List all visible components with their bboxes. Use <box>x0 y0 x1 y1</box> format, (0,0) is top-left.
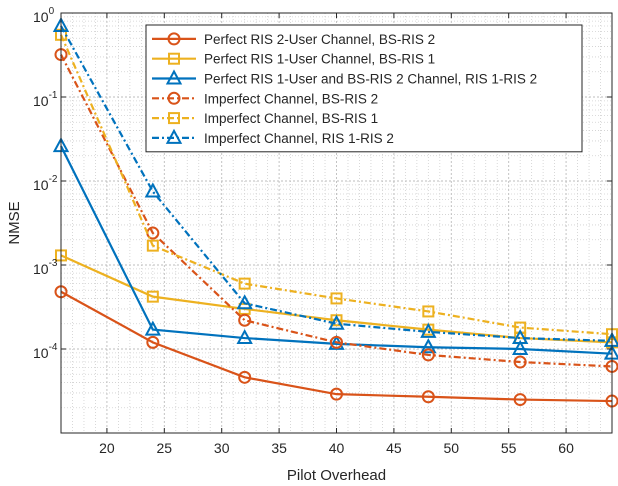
legend-item: Imperfect Channel, BS-RIS 1 <box>152 111 378 126</box>
circle-marker <box>167 91 181 105</box>
legend-item: Imperfect Channel, BS-RIS 2 <box>152 91 378 106</box>
circle-marker <box>330 387 343 401</box>
circle-marker <box>238 313 252 327</box>
circle-marker <box>513 355 527 369</box>
square-marker <box>168 52 180 65</box>
y-tick-exponent: -1 <box>49 90 58 101</box>
x-axis-label: Pilot Overhead <box>287 467 386 484</box>
circle-marker <box>167 32 181 46</box>
x-tick-label: 50 <box>444 440 460 456</box>
legend-label: Perfect RIS 2-User Channel, BS-RIS 2 <box>204 32 435 47</box>
legend: Perfect RIS 2-User Channel, BS-RIS 2 Perf… <box>145 24 583 153</box>
triangle-marker <box>328 314 345 330</box>
circle-marker <box>421 390 435 404</box>
legend-label: Imperfect Channel, RIS 1-RIS 2 <box>204 131 394 146</box>
triangle-marker <box>144 320 162 336</box>
square-marker <box>146 239 159 252</box>
x-tick-label: 55 <box>501 440 517 456</box>
legend-item: Perfect RIS 1-User Channel, BS-RIS 1 <box>152 52 435 67</box>
series-layer <box>52 16 618 408</box>
legend-label: Imperfect Channel, BS-RIS 1 <box>204 111 378 126</box>
x-tick-label: 60 <box>558 440 574 456</box>
series-line <box>60 145 613 355</box>
x-tick-label: 45 <box>386 440 402 456</box>
square-marker <box>146 290 159 303</box>
circle-marker <box>146 335 160 349</box>
triangle-marker <box>511 328 529 345</box>
circle-marker <box>513 393 527 407</box>
legend-label: Imperfect Channel, BS-RIS 2 <box>204 91 378 106</box>
triangle-marker <box>236 328 253 345</box>
triangle-marker <box>511 339 529 355</box>
triangle-marker <box>236 294 253 310</box>
x-tick-label: 40 <box>329 440 345 456</box>
circle-marker <box>238 370 252 384</box>
square-marker <box>238 277 251 290</box>
series-line <box>60 54 613 368</box>
square-marker <box>168 112 180 125</box>
x-tick-label: 20 <box>99 440 115 456</box>
triangle-marker <box>420 338 437 354</box>
series-line <box>60 254 613 344</box>
x-axis-ticks: 20 25 30 35 40 45 50 55 60 <box>99 13 574 456</box>
x-tick-label: 25 <box>157 440 173 456</box>
legend-item: Perfect RIS 2-User Channel, BS-RIS 2 <box>152 32 435 47</box>
legend-label: Perfect RIS 1-User and BS-RIS 2 Channel,… <box>204 72 537 87</box>
circle-marker <box>421 348 435 362</box>
x-tick-label: 30 <box>214 440 230 456</box>
triangle-marker <box>165 128 183 144</box>
legend-label: Perfect RIS 1-User Channel, BS-RIS 1 <box>204 52 435 67</box>
triangle-marker <box>165 69 183 85</box>
y-tick-exponent: 0 <box>49 6 55 17</box>
square-marker <box>330 292 343 305</box>
series-line <box>60 290 613 403</box>
y-tick-exponent: -2 <box>49 174 58 185</box>
y-axis-label: NMSE <box>6 201 23 244</box>
legend-box <box>145 24 583 153</box>
y-tick-exponent: -3 <box>49 258 58 269</box>
triangle-marker <box>420 322 437 338</box>
series-line <box>59 34 613 336</box>
square-marker <box>422 305 435 318</box>
x-tick-label: 35 <box>271 440 287 456</box>
y-tick-exponent: -4 <box>49 342 58 353</box>
triangle-marker <box>144 182 162 198</box>
legend-item: Perfect RIS 1-User and BS-RIS 2 Channel,… <box>152 69 537 87</box>
legend-item: Imperfect Channel, RIS 1-RIS 2 <box>152 128 394 146</box>
circle-marker <box>330 335 343 349</box>
